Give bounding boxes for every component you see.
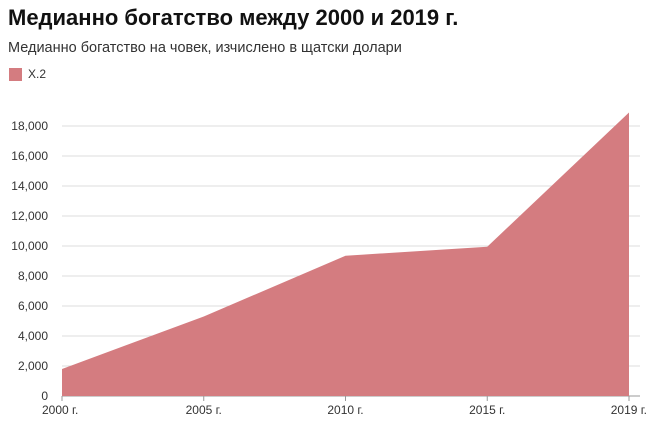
y-tick-label: 6,000 [18, 299, 48, 313]
y-tick-label: 0 [41, 389, 48, 403]
legend-swatch [9, 67, 22, 81]
area-layer [61, 112, 630, 396]
x-tick-label: 2010 г. [327, 403, 363, 417]
y-tick-label: 14,000 [11, 179, 48, 193]
area-series [62, 112, 629, 396]
y-axis: 0 2,000 4,000 6,000 8,000 10,000 12,000 14,000 1… [11, 119, 48, 403]
y-tick-label: 4,000 [18, 329, 48, 343]
y-tick-label: 8,000 [18, 269, 48, 283]
x-axis: 2000 г. 2005 г. 2010 г. 2015 г. 2019 г. [42, 396, 647, 417]
x-tick-label: 2015 г. [469, 403, 505, 417]
y-tick-label: 18,000 [11, 119, 48, 133]
x-tick-label: 2000 г. [42, 403, 78, 417]
legend-label: Х.2 [28, 67, 47, 81]
legend: Х.2 [9, 67, 46, 81]
chart-subtitle: Медианно богатство на човек, изчислено в… [8, 40, 402, 56]
x-tick-label: 2019 г. [611, 403, 647, 417]
x-tick-label: 2005 г. [186, 403, 222, 417]
y-tick-label: 12,000 [11, 209, 48, 223]
y-tick-label: 10,000 [11, 239, 48, 253]
y-tick-label: 16,000 [11, 149, 48, 163]
chart-title: Медианно богатство между 2000 и 2019 г. [8, 5, 459, 30]
y-tick-label: 2,000 [18, 359, 48, 373]
